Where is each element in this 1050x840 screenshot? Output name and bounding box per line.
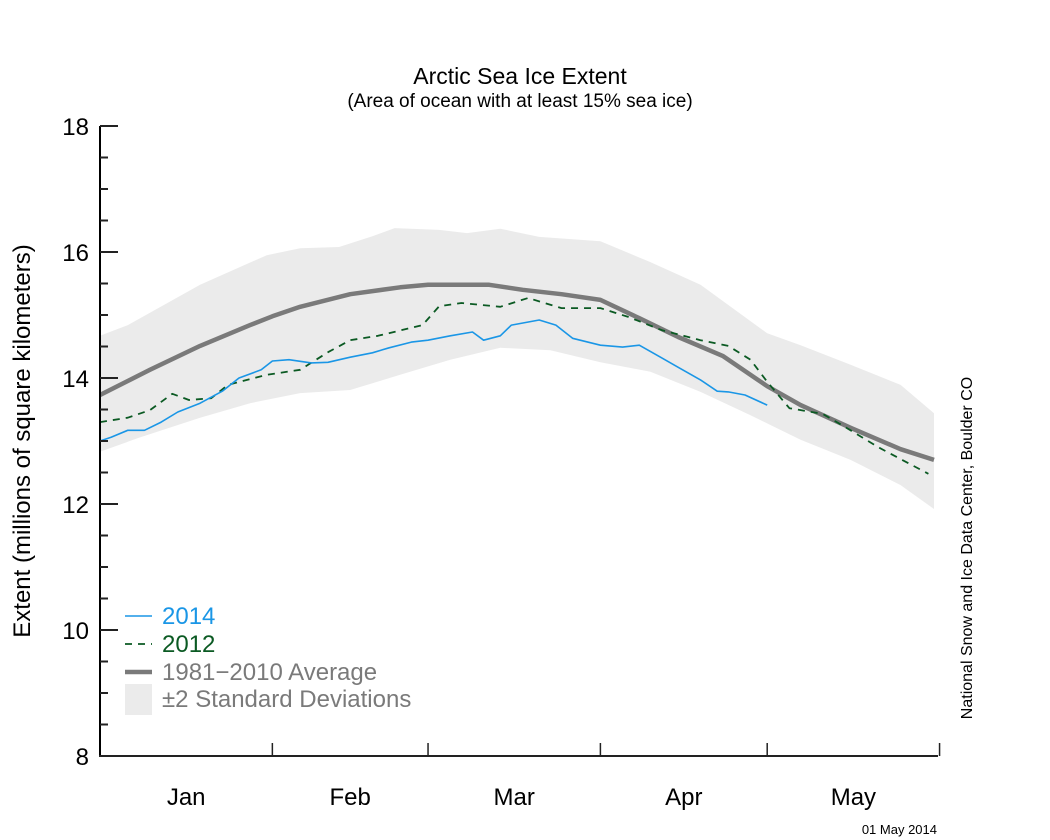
y-tick-label: 16	[62, 240, 89, 267]
legend-item-2012: 2012	[125, 631, 215, 658]
legend: 2014 2012 1981−2010 Average ±2 Standard …	[125, 603, 411, 715]
y-axis: 8 10 12 14 16 18	[62, 114, 118, 771]
series-2014-line	[99, 319, 768, 442]
x-tick-label: Feb	[330, 784, 371, 811]
legend-swatch-std-dev	[125, 684, 152, 715]
std-dev-band	[100, 228, 934, 509]
date-stamp: 01 May 2014	[862, 822, 937, 837]
legend-item-std-dev: ±2 Standard Deviations	[125, 684, 411, 715]
legend-item-2014: 2014	[125, 603, 215, 630]
chart-subtitle: (Area of ocean with at least 15% sea ice…	[347, 91, 692, 112]
legend-item-average: 1981−2010 Average	[125, 659, 377, 686]
y-tick-label: 10	[62, 618, 89, 645]
y-tick-label: 12	[62, 492, 89, 519]
series-average-line	[98, 282, 935, 463]
y-tick-label: 18	[62, 114, 89, 141]
x-tick-label: Mar	[494, 784, 535, 811]
x-axis: Jan Feb Mar Apr May	[99, 743, 941, 811]
x-tick-label: May	[831, 784, 876, 811]
legend-label-std-dev: ±2 Standard Deviations	[162, 686, 411, 713]
y-axis-label: Extent (millions of square kilometers)	[9, 244, 36, 637]
x-tick-label: Apr	[665, 784, 702, 811]
legend-label-2014: 2014	[162, 603, 215, 630]
series-2012-line	[99, 297, 929, 475]
chart-title: Arctic Sea Ice Extent	[413, 63, 627, 89]
y-tick-label: 14	[62, 366, 89, 393]
y-tick-label: 8	[76, 744, 89, 771]
legend-label-average: 1981−2010 Average	[162, 659, 377, 686]
credit-text: National Snow and Ice Data Center, Bould…	[959, 377, 976, 719]
plot-area	[98, 228, 935, 509]
x-tick-label: Jan	[167, 784, 206, 811]
legend-label-2012: 2012	[162, 631, 215, 658]
